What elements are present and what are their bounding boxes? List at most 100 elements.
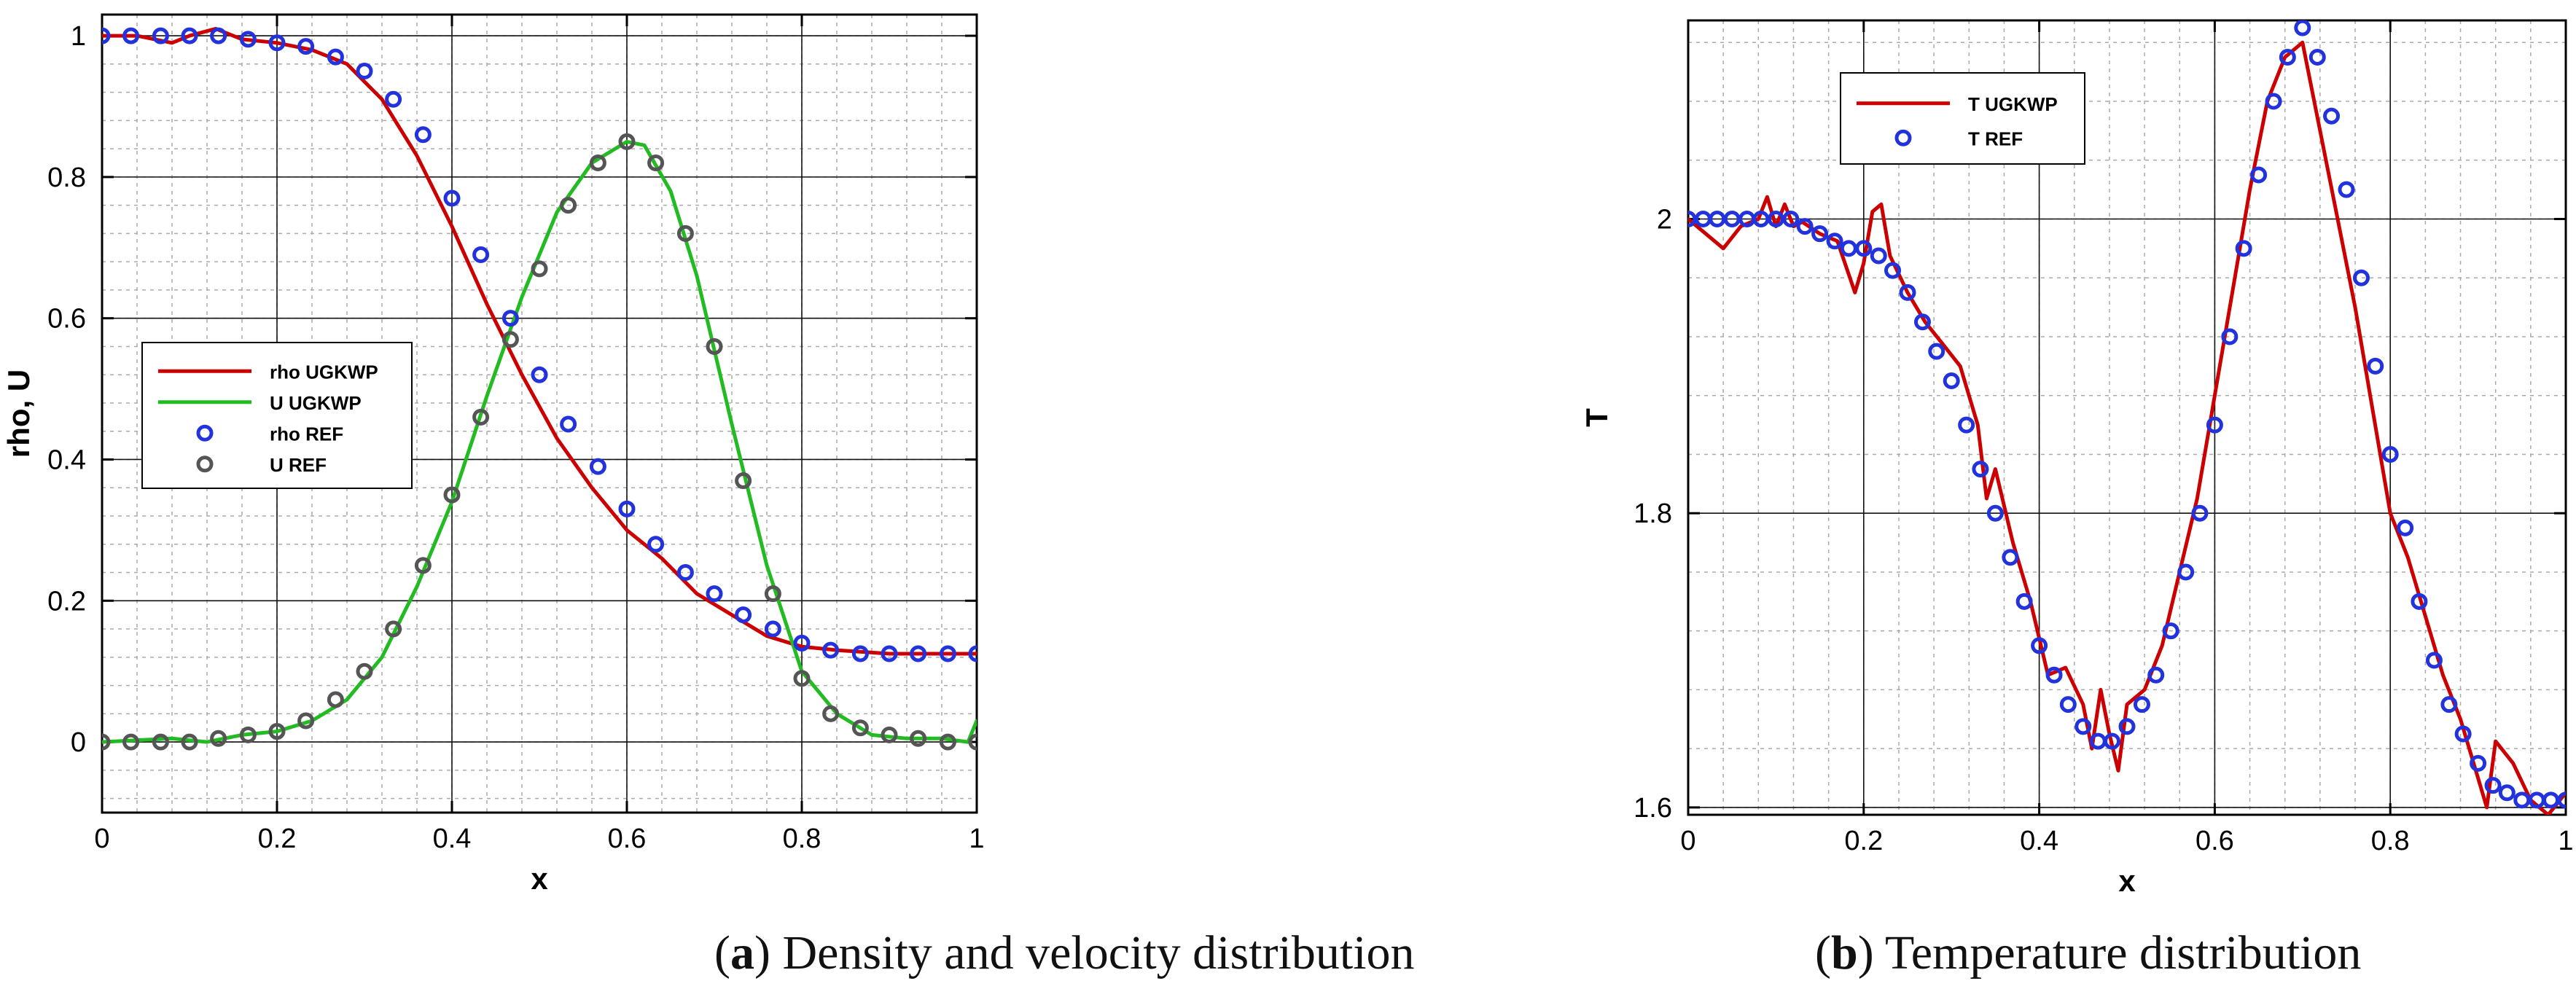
panel-b-ytick-label: 1.6 [1634, 793, 1672, 824]
panel-b-series-2-point [1826, 232, 1843, 250]
panel-b-series-2-point [2118, 718, 2136, 735]
panel-a-series-4-point [793, 670, 811, 687]
panel-a-series-3-point [327, 48, 344, 66]
panel-a-legend: rho UGKWP U UGKWP rho REF U REF [141, 342, 413, 489]
panel-b-series-2-markers [1688, 20, 2566, 809]
panel-b-series-2-point [2235, 240, 2252, 257]
panel-a-data [102, 26, 977, 751]
panel-a-legend-swatch-marker [196, 424, 214, 442]
panel-a-series-3-point [531, 366, 548, 383]
panel-a-series-4-point [443, 486, 461, 504]
panel-a-series-4-point [735, 472, 752, 490]
panel-a-series-4-point [764, 585, 781, 603]
panel-b-x-axis-label: x [2118, 864, 2136, 898]
panel-b-series-2-point [2542, 791, 2560, 809]
panel-a-series-3-point [647, 536, 665, 553]
panel-a-series-3-point [618, 500, 636, 517]
chart-panel-a: 0 0.2 0.4 0.6 0.8 1 0 0.2 0.4 0.6 0.8 1 x rho, U rho U… [1, 13, 985, 896]
panel-a-series-3-point [676, 564, 694, 582]
panel-a-xtick-label: 0.2 [258, 824, 297, 854]
panel-b-legend-swatch-marker [1894, 129, 1912, 146]
panel-b-legend: T UGKWP T REF [1840, 72, 2085, 165]
panel-b-series-2-point [2308, 48, 2326, 66]
panel-b-legend-box [1840, 72, 2085, 165]
panel-b-series-2-point [2498, 784, 2515, 802]
panel-b-series-2-point [1811, 225, 1829, 243]
panel-b-series-2-point [1986, 504, 2004, 522]
panel-a-legend-box [141, 342, 413, 489]
panel-a-series-3-point [501, 310, 519, 327]
panel-a-series-3-point [239, 31, 257, 48]
panel-a-x-axis-label: x [531, 861, 548, 896]
panel-b-series-2-point [2513, 791, 2531, 809]
panel-a-legend-label: rho UGKWP [270, 361, 378, 383]
panel-b-legend-label: T REF [1968, 128, 2023, 149]
panel-b-xtick-label: 0.4 [2020, 826, 2058, 856]
panel-b-series-2-point [1972, 461, 1989, 478]
panel-b-series-2-point [2323, 107, 2341, 125]
panel-a-ytick-label: 0 [71, 727, 86, 758]
panel-b-series-2-point [2454, 725, 2472, 743]
panel-b-xtick-label: 0.6 [2196, 826, 2234, 856]
panel-a-series-4-point [414, 557, 432, 574]
caption-b: (b) Temperature distribution [1815, 926, 2362, 979]
caption-a-letter: a [730, 926, 754, 979]
panel-a-ytick-label: 0.4 [47, 445, 86, 475]
panel-a-series-4-point [531, 260, 548, 278]
panel-b-series-1-line [1688, 40, 2566, 815]
panel-a-series-3-point [102, 27, 111, 44]
panel-a-series-4-point [356, 662, 373, 680]
panel-b-series-2-point [2411, 593, 2428, 610]
panel-b-ytick-label: 2 [1657, 205, 1672, 235]
panel-a-series-3-point [268, 34, 286, 52]
panel-b-series-2-point [2250, 166, 2268, 184]
panel-a-series-3-point [735, 606, 752, 624]
panel-a-series-4-point [589, 154, 606, 171]
panel-a-series-4-point [706, 337, 723, 355]
panel-b-series-2-point [1943, 372, 1960, 390]
panel-b-series-2-point [1796, 218, 1814, 235]
panel-a-series-4-markers [102, 133, 977, 751]
panel-b-series-2-point [1899, 283, 1916, 301]
panel-a-legend-label: rho REF [270, 423, 343, 445]
caption-a-text: Density and velocity distribution [782, 926, 1415, 979]
panel-a-series-4-point [676, 224, 694, 242]
panel-b-y-axis-label: T [1580, 408, 1614, 427]
panel-a-series-3-point [122, 27, 140, 44]
panel-b-xtick-label: 0.8 [2371, 826, 2410, 856]
panel-b-series-2-point [1913, 313, 1931, 331]
panel-a-series-4-point [851, 719, 869, 737]
panel-a-series-3-point [589, 458, 606, 475]
panel-b-series-2-point [2206, 416, 2223, 434]
panel-a-series-3-markers [102, 27, 977, 662]
panel-a-series-3-point [152, 27, 169, 44]
panel-a-series-3-point [443, 189, 461, 207]
panel-b-plot-frame [1687, 19, 2567, 816]
panel-a-ytick-label: 0.6 [47, 304, 86, 335]
panel-a-xtick-label: 0.4 [433, 824, 472, 854]
panel-b-legend-label: T UGKWP [1968, 93, 2058, 115]
panel-b-series-2-point [2031, 637, 2048, 654]
panel-a-series-3-point [851, 645, 869, 662]
caption-b-text: Temperature distribution [1885, 926, 2362, 979]
panel-b-series-2-point [2191, 504, 2209, 522]
panel-a-series-3-point [356, 63, 373, 80]
panel-a-series-4-point [822, 705, 840, 722]
panel-b-series-2-point [2002, 549, 2019, 566]
panel-b-ytick-label: 1.8 [1634, 498, 1672, 529]
panel-b-series-2-point [2557, 791, 2566, 809]
panel-a-xtick-label: 0.8 [783, 824, 821, 854]
panel-b-series-2-point [2075, 718, 2092, 735]
panel-b-series-2-point [1958, 416, 1975, 434]
panel-b-series-2-point [2367, 357, 2384, 375]
panel-b-major-grid [1688, 20, 2566, 815]
panel-a-series-4-point [122, 733, 140, 751]
panel-a-series-4-point [385, 620, 402, 638]
panel-a-ytick-label: 0.8 [47, 163, 86, 193]
panel-b-xtick-label: 1 [2558, 826, 2573, 856]
panel-b-series-2-point [2381, 445, 2399, 463]
panel-a-y-axis-label: rho, U [1, 369, 36, 458]
panel-a-xtick-label: 0.6 [608, 824, 647, 854]
panel-b-series-2-point [2425, 652, 2443, 669]
panel-a-series-4-point [152, 733, 169, 751]
